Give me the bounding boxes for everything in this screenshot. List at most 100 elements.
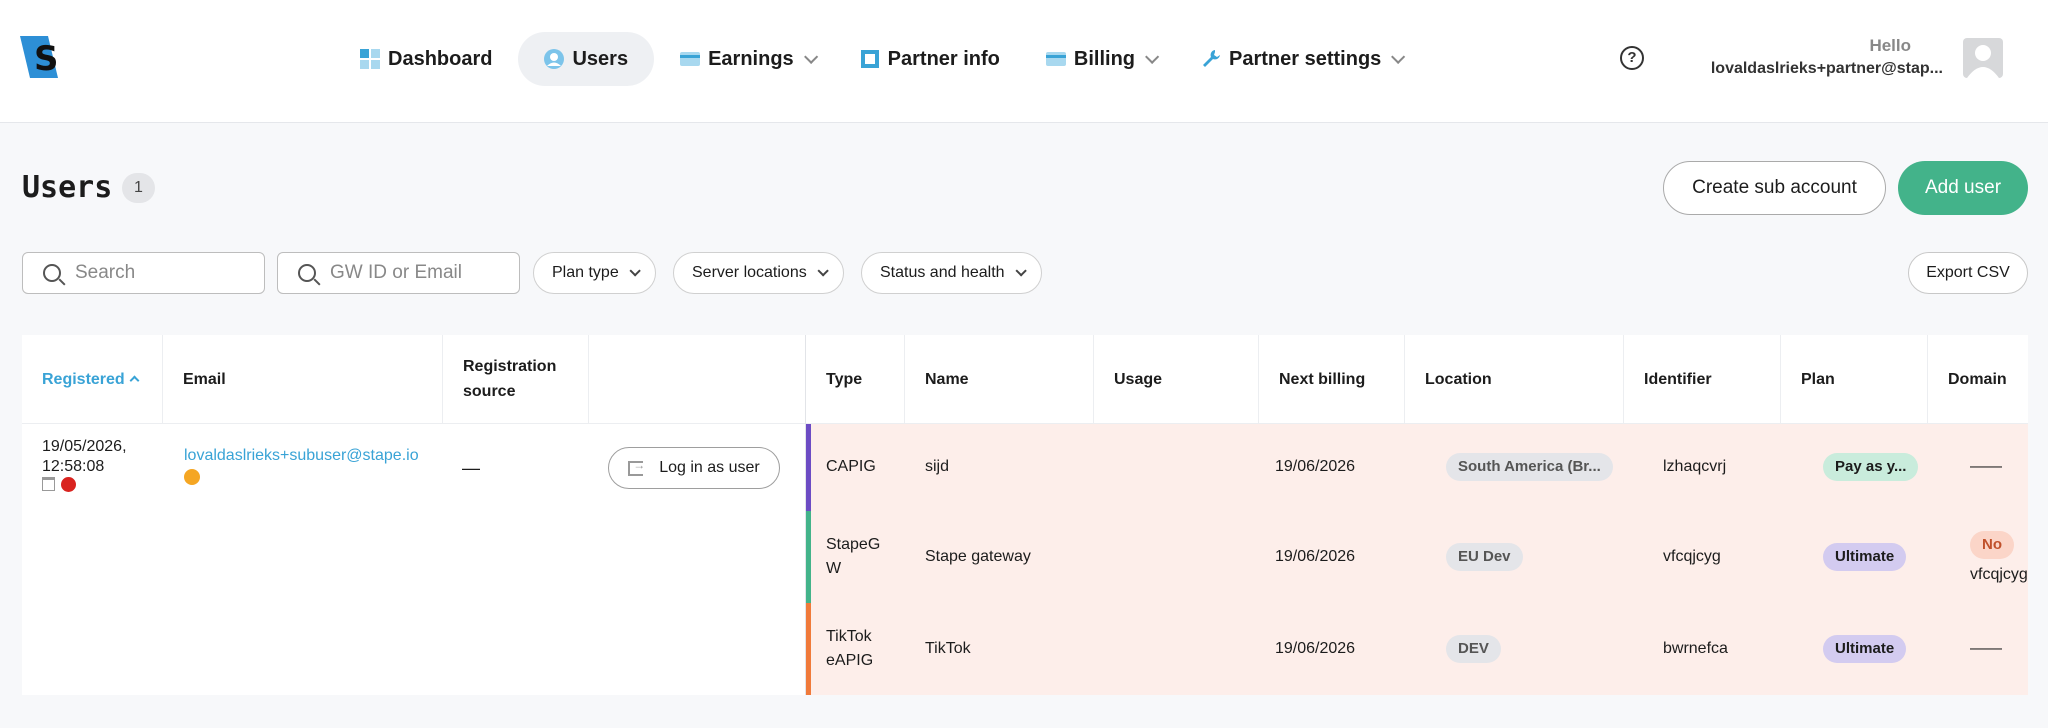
main-nav: Dashboard Users Earnings Partner info: [340, 32, 1427, 86]
plan-type-label: Plan type: [552, 264, 619, 281]
domain-status-tag: No: [1970, 531, 2014, 559]
col-next-billing-label: Next billing: [1279, 370, 1366, 388]
nav-billing[interactable]: Billing: [1026, 32, 1175, 86]
search-icon: [298, 264, 316, 282]
dashboard-icon: [360, 49, 380, 69]
error-status-icon: [61, 477, 76, 492]
chevron-down-icon: [629, 265, 641, 277]
col-location-label: Location: [1425, 370, 1492, 388]
nav-dashboard[interactable]: Dashboard: [340, 32, 512, 86]
col-usage-label: Usage: [1114, 370, 1163, 388]
nav-partner-info-label: Partner info: [887, 47, 1000, 70]
search-input[interactable]: [75, 262, 255, 284]
col-email[interactable]: Email: [163, 335, 443, 423]
col-location[interactable]: Location: [1405, 335, 1624, 423]
row-domain: ——: [1970, 458, 2002, 475]
col-type-label: Type: [826, 370, 863, 388]
user-email-link[interactable]: lovaldaslrieks+subuser@stape.io: [184, 447, 419, 464]
header-divider: [22, 423, 2028, 424]
nav-partner-settings[interactable]: Partner settings: [1181, 32, 1421, 86]
nav-users[interactable]: Users: [518, 32, 655, 86]
row-name: TikTok: [925, 640, 971, 657]
chevron-down-icon: [803, 49, 818, 64]
greeting: Hello: [1869, 36, 1911, 55]
status-health-filter[interactable]: Status and health: [861, 252, 1042, 294]
row-color-bar: [806, 511, 811, 603]
plan-tag: Ultimate: [1823, 543, 1907, 571]
registered-date: 19/05/2026, 12:58:08: [42, 438, 127, 475]
col-usage[interactable]: Usage: [1094, 335, 1259, 423]
calendar-icon: [42, 477, 55, 491]
row-type: TikTok eAPIG: [826, 628, 874, 669]
avatar[interactable]: [1963, 38, 2003, 78]
col-identifier-label: Identifier: [1644, 370, 1712, 388]
help-icon[interactable]: ?: [1620, 46, 1644, 70]
plan-tag: Pay as y...: [1823, 453, 1919, 481]
chevron-down-icon: [817, 265, 829, 277]
sort-asc-icon: [129, 375, 140, 386]
log-in-as-user-label: Log in as user: [659, 459, 760, 476]
user-icon: [544, 49, 565, 69]
col-plan-label: Plan: [1801, 370, 1835, 388]
registration-source-value: —: [462, 458, 480, 478]
row-name: sijd: [925, 458, 950, 475]
row-next-billing: 19/06/2026: [1275, 548, 1356, 565]
nav-partner-info[interactable]: Partner info: [840, 32, 1020, 86]
account-email[interactable]: lovaldaslrieks+partner@stap...: [1710, 60, 1943, 77]
location-tag: South America (Br...: [1446, 453, 1613, 481]
plan-type-filter[interactable]: Plan type: [533, 252, 656, 294]
col-next-billing[interactable]: Next billing: [1259, 335, 1405, 423]
col-registered-label: Registered: [42, 370, 125, 388]
table-row[interactable]: StapeG W Stape gateway 19/06/2026 EU Dev…: [806, 511, 2028, 603]
col-plan[interactable]: Plan: [1781, 335, 1928, 423]
col-registered[interactable]: Registered: [22, 335, 163, 423]
row-color-bar: [806, 603, 811, 695]
row-color-bar: [806, 424, 811, 511]
domain-value: vfcqjcygigs: [1970, 566, 2028, 583]
page-title: Users: [22, 170, 113, 205]
nav-earnings-label: Earnings: [708, 47, 794, 70]
emoji-icon: [184, 469, 200, 490]
search-box[interactable]: [22, 252, 265, 294]
col-registration-source-label: Registration source: [463, 358, 557, 400]
nav-partner-settings-label: Partner settings: [1229, 47, 1382, 70]
server-locations-filter[interactable]: Server locations: [673, 252, 844, 294]
user-count-badge: 1: [122, 173, 155, 203]
row-type: CAPIG: [826, 458, 876, 475]
col-name-label: Name: [925, 370, 969, 388]
column-divider: [805, 335, 806, 695]
svg-text:S: S: [34, 39, 59, 78]
row-identifier: lzhaqcvrj: [1663, 458, 1727, 475]
table-row[interactable]: TikTok eAPIG TikTok 19/06/2026 DEV bwrne…: [806, 603, 2028, 695]
table-row[interactable]: CAPIG sijd 19/06/2026 South America (Br.…: [806, 424, 2028, 511]
status-icons: [42, 477, 76, 492]
gw-id-email-input[interactable]: [330, 262, 510, 284]
row-domain: ——: [1970, 640, 2002, 657]
gw-search-box[interactable]: [277, 252, 520, 294]
log-in-as-user-button[interactable]: Log in as user: [608, 447, 780, 489]
row-name: Stape gateway: [925, 548, 1031, 565]
plan-tag: Ultimate: [1823, 635, 1907, 663]
nav-earnings[interactable]: Earnings: [660, 32, 834, 86]
row-type: StapeG W: [826, 536, 881, 577]
col-name[interactable]: Name: [905, 335, 1094, 423]
add-user-button[interactable]: Add user: [1898, 161, 2028, 215]
square-icon: [860, 49, 880, 69]
row-next-billing: 19/06/2026: [1275, 640, 1356, 657]
create-sub-account-button[interactable]: Create sub account: [1663, 161, 1886, 215]
col-type[interactable]: Type: [806, 335, 905, 423]
col-domain-label: Domain: [1948, 370, 2007, 388]
col-identifier[interactable]: Identifier: [1624, 335, 1781, 423]
col-domain[interactable]: Domain: [1928, 335, 2028, 423]
export-csv-button[interactable]: Export CSV: [1908, 252, 2028, 294]
stape-logo-icon[interactable]: S: [20, 36, 60, 78]
nav-billing-label: Billing: [1073, 47, 1136, 70]
search-icon: [43, 264, 61, 282]
card-icon: [680, 49, 701, 69]
col-registration-source[interactable]: Registration source: [443, 335, 589, 423]
location-tag: EU Dev: [1446, 543, 1523, 571]
location-tag: DEV: [1446, 635, 1501, 663]
status-health-label: Status and health: [880, 264, 1005, 281]
wrench-icon: [1201, 49, 1221, 69]
row-next-billing: 19/06/2026: [1275, 458, 1356, 475]
